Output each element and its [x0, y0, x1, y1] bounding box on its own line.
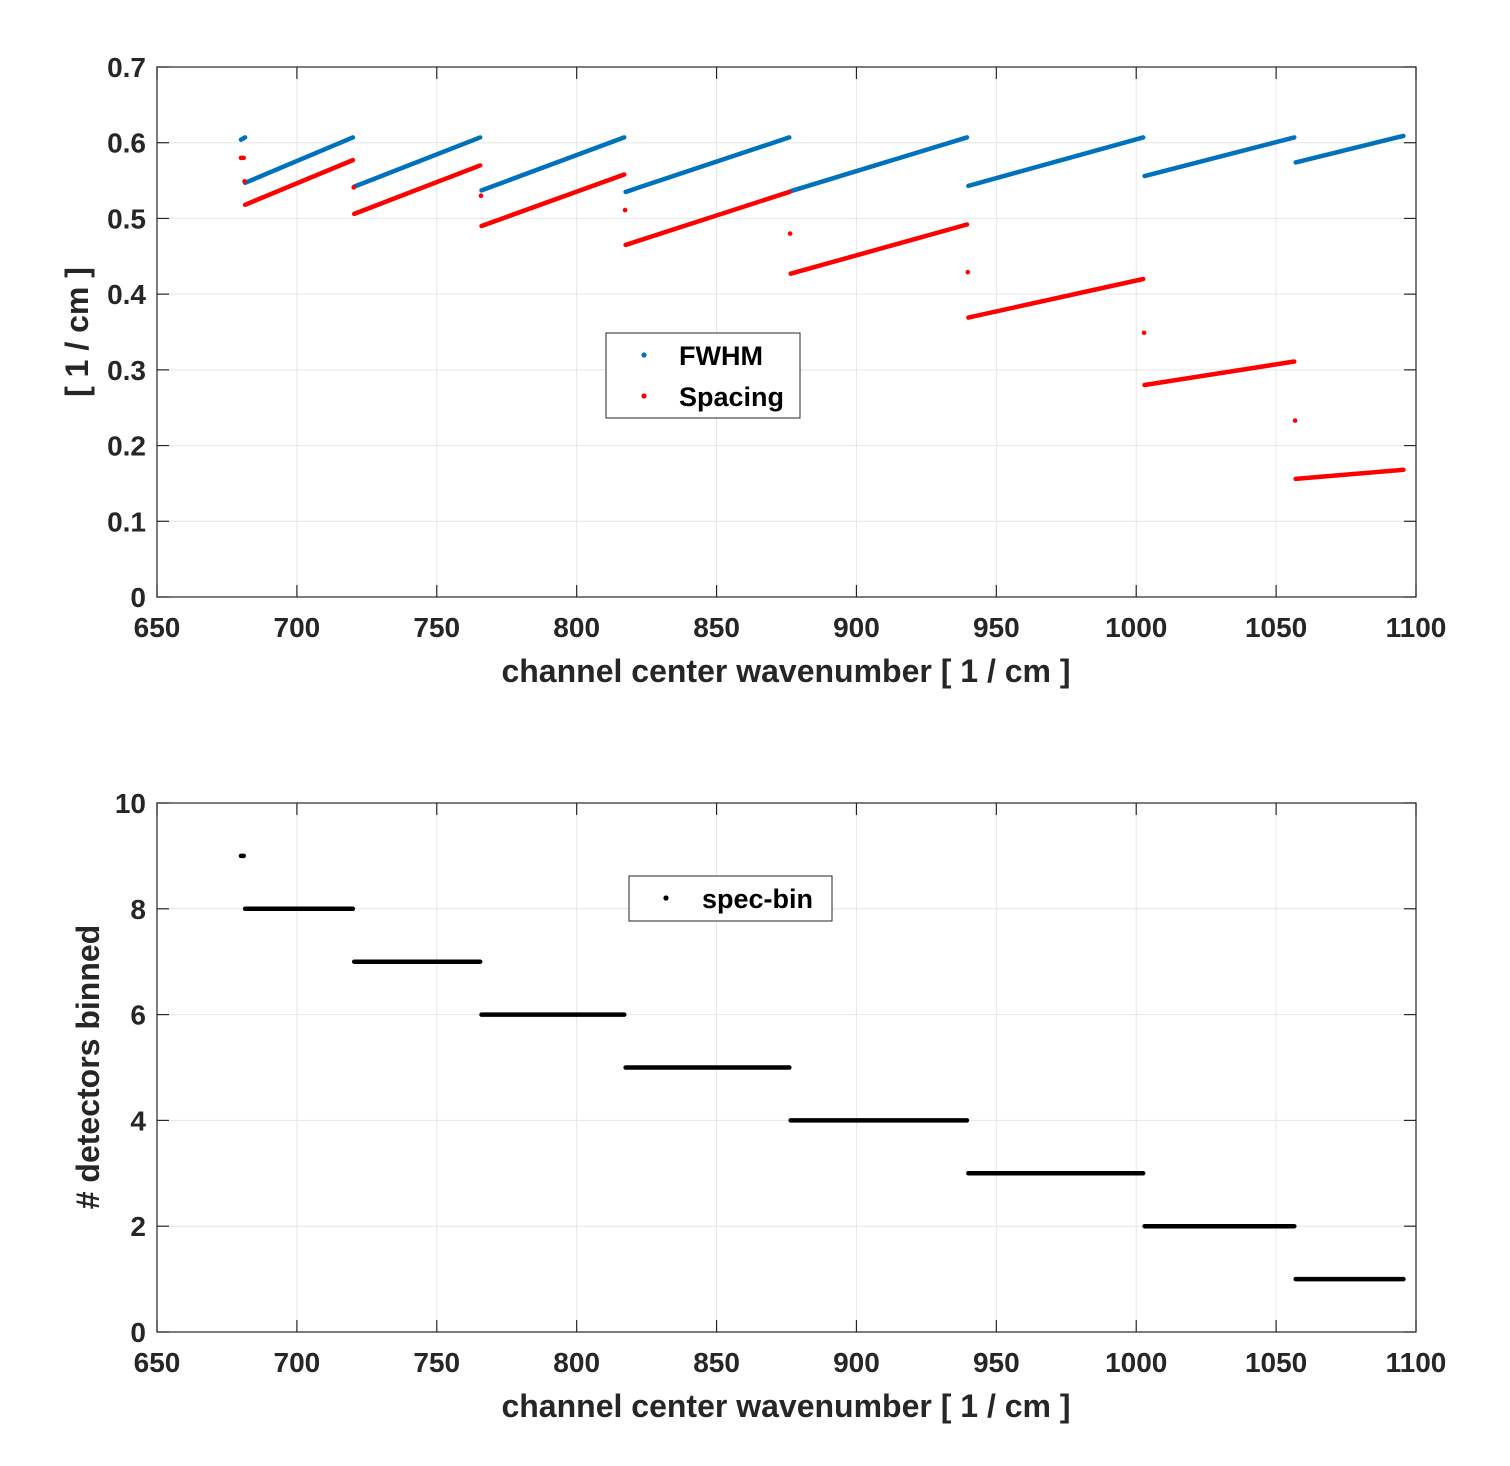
x-tick-label: 850: [693, 612, 740, 643]
x-tick-label: 750: [413, 612, 460, 643]
tick-labels: 650 700 750 800 850 900 950 1000 1050 1100 0 2 4 6 8 10: [115, 788, 1447, 1378]
spacing-point-2: [351, 185, 356, 190]
y-tick-label: 0.1: [107, 506, 146, 537]
legend-box: [605, 332, 801, 419]
fwhm-segment-4: [479, 135, 627, 193]
x-tick-label: 800: [553, 1347, 600, 1378]
spacing-segment-7: [966, 276, 1146, 320]
legend: spec-bin: [628, 875, 833, 922]
series-spec-bin: [238, 853, 1406, 1282]
y-tick-label: 0.5: [107, 203, 146, 234]
y-tick-label: 4: [130, 1105, 146, 1136]
x-tick-label: 900: [833, 1347, 880, 1378]
spacing-point-1: [242, 179, 247, 184]
detectors-binned-chart: 650 700 750 800 850 900 950 1000 1050 1100 0 2 4 6 8 10…: [70, 788, 1446, 1424]
y-tick-label: 0.2: [107, 431, 146, 462]
y-tick-label: 10: [115, 788, 146, 819]
legend: FWHM Spacing: [605, 332, 801, 419]
axes-box: [156, 802, 1417, 1333]
spacing-point-8: [1292, 418, 1298, 423]
x-tick-label: 1050: [1245, 612, 1307, 643]
x-tick-label: 700: [274, 1347, 321, 1378]
spacing-segment-4: [479, 172, 627, 229]
x-tick-label: 800: [553, 612, 600, 643]
spacing-segment-3: [351, 163, 483, 217]
spacing-segment-8: [1142, 359, 1297, 388]
fwhm-segment-5: [623, 135, 792, 195]
fwhm-segment-6: [788, 135, 970, 194]
legend-marker-fwhm: [641, 352, 647, 358]
spacing-point-6: [965, 269, 971, 275]
spacing-point-7: [1141, 330, 1147, 336]
fwhm-segment-9: [1293, 133, 1406, 165]
legend-box: [628, 875, 833, 922]
spacing-segment-2: [242, 157, 356, 208]
plot-area: [157, 67, 1416, 597]
ticks: [156, 802, 1417, 1333]
fwhm-spacing-chart: 650 700 750 800 850 900 950 1000 1050 1100 0 0.1 0.2…: [59, 52, 1446, 689]
y-tick-label: 2: [130, 1211, 146, 1242]
legend-label-spec-bin: spec-bin: [702, 884, 813, 914]
legend-marker-spec-bin: [663, 895, 669, 901]
x-tick-label: 1000: [1105, 1347, 1167, 1378]
x-tick-label: 750: [413, 1347, 460, 1378]
x-tick-label: 900: [833, 612, 880, 643]
series-fwhm: [238, 133, 1406, 195]
data-marks: [238, 133, 1406, 482]
fwhm-segment-2: [242, 135, 356, 186]
y-axis-label: # detectors binned: [70, 925, 106, 1210]
spacing-point-5: [787, 231, 793, 236]
series-spacing: [238, 155, 1406, 482]
y-tick-label: 0: [130, 1317, 146, 1348]
x-tick-label: 950: [973, 1347, 1020, 1378]
legend-label-spacing: Spacing: [679, 382, 784, 412]
y-tick-label: 6: [130, 1000, 146, 1031]
x-tick-label: 1050: [1245, 1347, 1307, 1378]
x-axis-label: channel center wavenumber [ 1 / cm ]: [501, 1388, 1070, 1424]
y-tick-label: 8: [130, 894, 146, 925]
x-tick-label: 700: [274, 612, 321, 643]
data-marks: [238, 853, 1406, 1282]
spacing-segment-9: [1293, 467, 1406, 482]
fwhm-segment-7: [966, 135, 1146, 189]
legend-marker-spacing: [641, 393, 647, 399]
x-tick-label: 1000: [1105, 612, 1167, 643]
fwhm-segment-8: [1142, 135, 1297, 179]
fwhm-segment-1: [238, 135, 248, 142]
x-tick-label: 1100: [1386, 612, 1447, 643]
spacing-point-3: [478, 193, 484, 199]
spacing-segment-5: [623, 189, 792, 248]
ticks: [156, 66, 1417, 598]
y-tick-label: 0.4: [107, 279, 146, 310]
y-tick-label: 0.6: [107, 128, 146, 159]
tick-labels: 650 700 750 800 850 900 950 1000 1050 1100 0 0.1 0.2…: [107, 52, 1446, 643]
y-tick-label: 0: [130, 582, 146, 613]
x-tick-label: 650: [134, 1347, 181, 1378]
x-tick-label: 650: [134, 612, 181, 643]
fwhm-segment-3: [351, 135, 483, 189]
legend-label-fwhm: FWHM: [679, 341, 763, 371]
spacing-segment-6: [788, 222, 970, 276]
x-tick-label: 950: [973, 612, 1020, 643]
y-axis-label: [ 1 / cm ]: [59, 267, 95, 397]
axes-box: [156, 66, 1417, 598]
spacing-point-4: [622, 207, 628, 213]
x-tick-label: 1100: [1386, 1347, 1447, 1378]
x-axis-label: channel center wavenumber [ 1 / cm ]: [501, 653, 1070, 689]
y-tick-label: 0.3: [107, 355, 146, 386]
x-tick-label: 850: [693, 1347, 740, 1378]
y-tick-label: 0.7: [107, 52, 146, 83]
